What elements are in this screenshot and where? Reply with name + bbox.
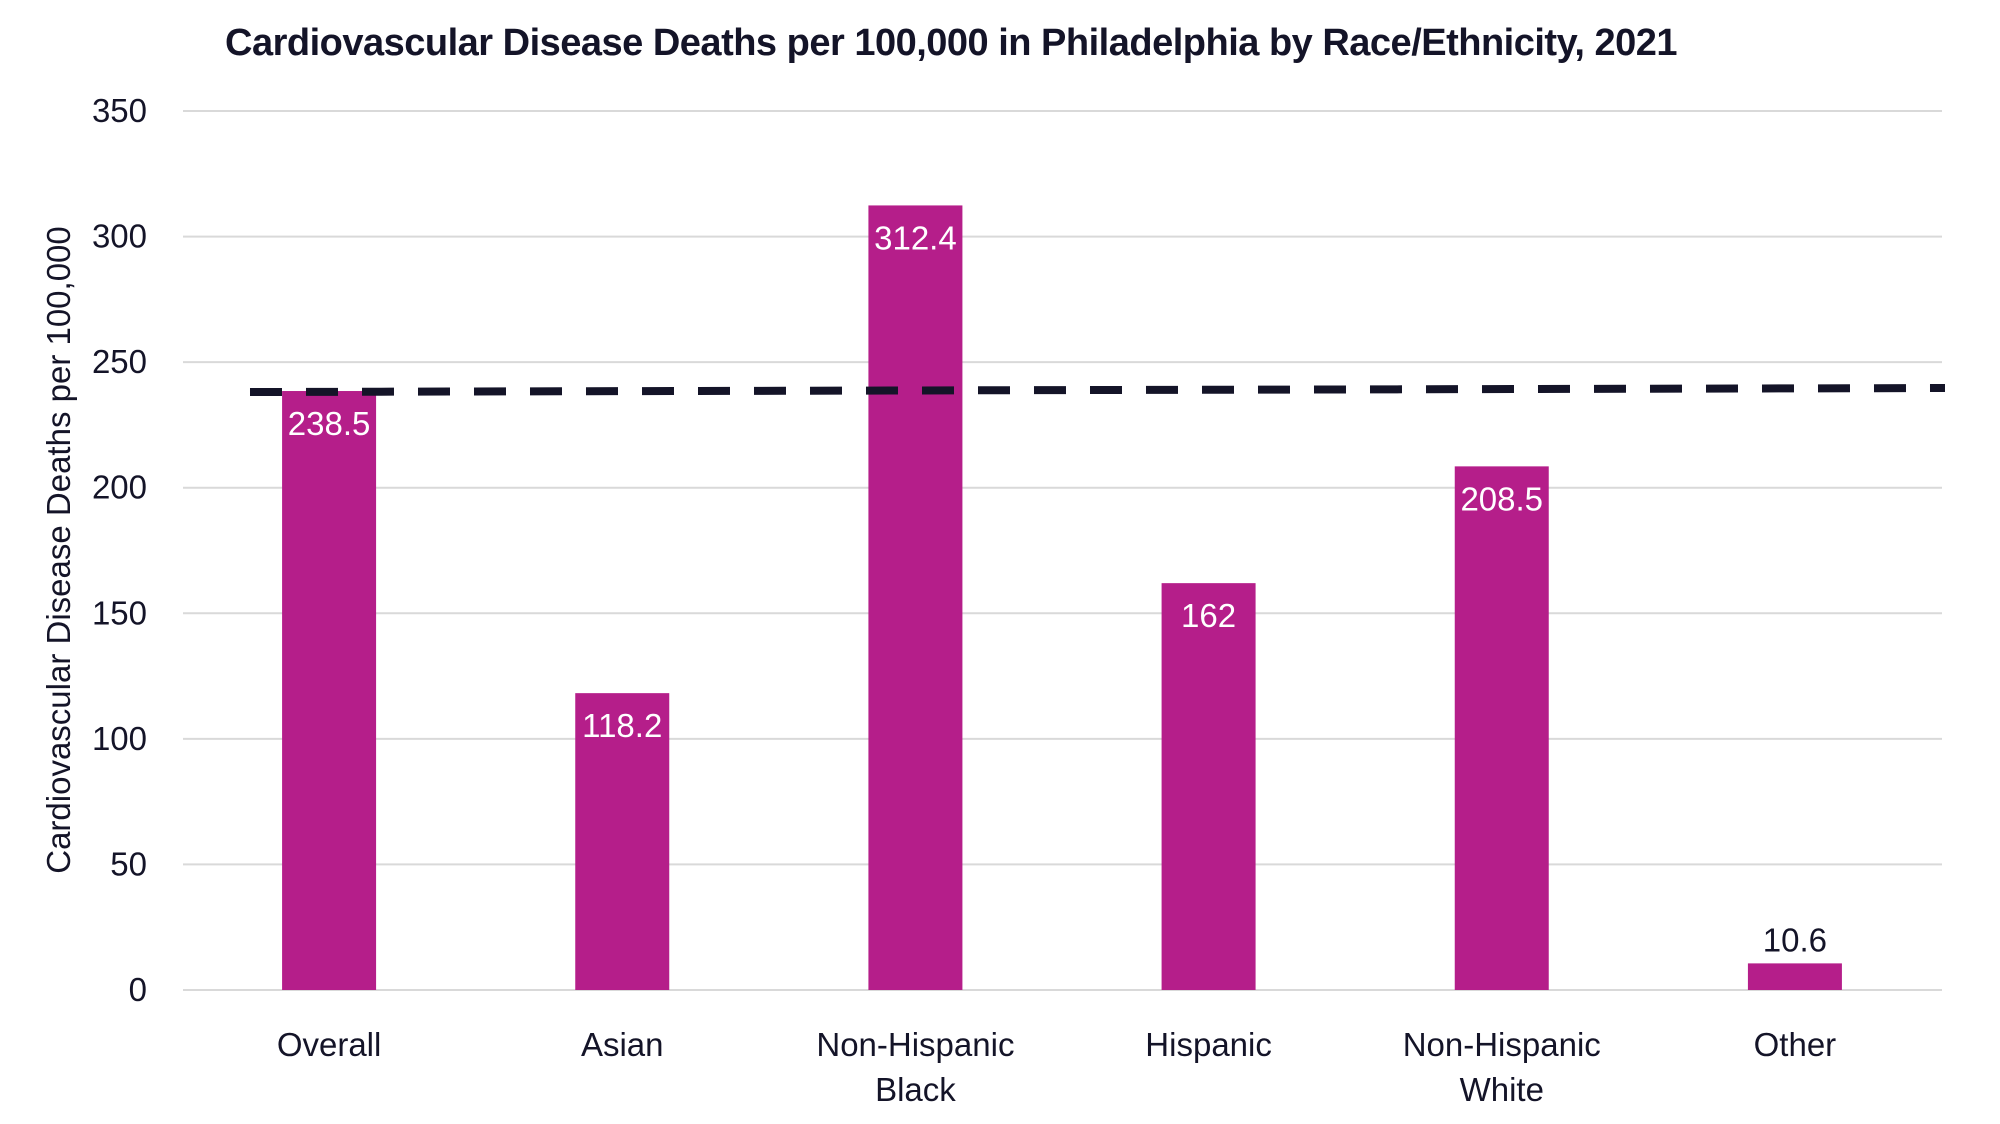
data-label: 10.6 [1763,921,1827,958]
data-label: 312.4 [874,219,957,256]
bar [868,205,963,991]
y-tick-label: 100 [92,720,147,757]
x-tick-label: Black [875,1071,956,1108]
bar [1454,466,1549,990]
bar [575,693,670,990]
y-tick-label: 300 [92,218,147,255]
data-label: 238.5 [288,405,371,442]
y-tick-label: 150 [92,594,147,631]
y-axis-title: Cardiovascular Disease Deaths per 100,00… [40,226,77,874]
bar [1161,583,1256,990]
chart-title: Cardiovascular Disease Deaths per 100,00… [225,22,1678,64]
y-tick-label: 200 [92,469,147,506]
y-tick-label: 350 [92,92,147,129]
y-tick-label: 0 [129,971,147,1008]
x-tick-label: Other [1754,1026,1837,1063]
x-tick-label: Asian [581,1026,664,1063]
data-label: 162 [1181,597,1236,634]
x-tick-label: Hispanic [1145,1026,1272,1063]
x-tick-label: Non-Hispanic [816,1026,1014,1063]
bar [1747,963,1842,990]
x-tick-label: Overall [277,1026,382,1063]
y-tick-label: 250 [92,343,147,380]
y-tick-label: 50 [110,845,147,882]
bar [282,391,377,990]
x-tick-label: Non-Hispanic [1403,1026,1601,1063]
data-label: 118.2 [582,707,662,744]
data-label: 208.5 [1460,480,1543,517]
x-tick-label: White [1460,1071,1544,1108]
reference-line [249,384,1946,397]
